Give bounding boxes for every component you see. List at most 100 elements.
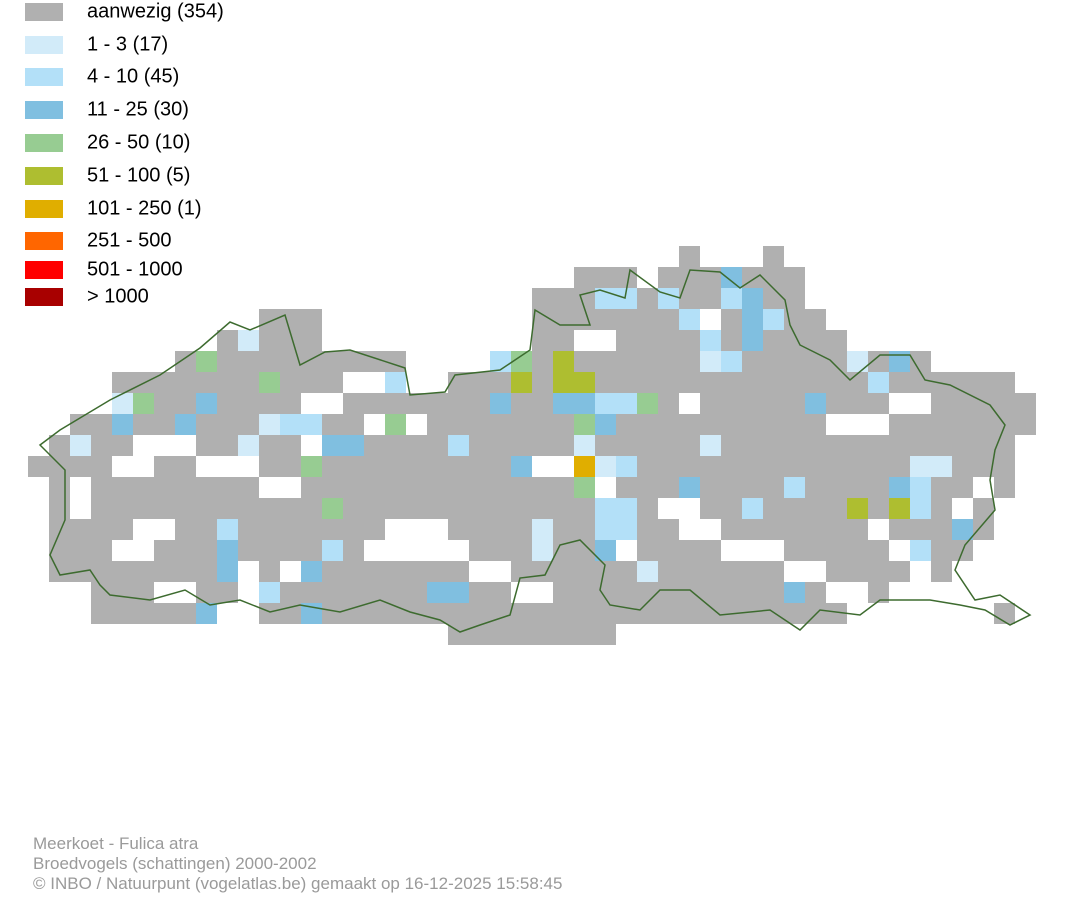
grid-cell <box>259 519 280 540</box>
grid-cell <box>301 582 322 603</box>
grid-cell <box>574 498 595 519</box>
grid-cell <box>826 477 847 498</box>
grid-cell-count <box>910 456 931 477</box>
grid-cell <box>847 540 868 561</box>
grid-cell <box>280 519 301 540</box>
grid-cell <box>490 456 511 477</box>
grid-cell <box>574 519 595 540</box>
grid-cell <box>574 624 595 645</box>
grid-cell <box>448 477 469 498</box>
grid-cell <box>616 561 637 582</box>
legend-label: > 1000 <box>87 285 149 307</box>
grid-cell <box>931 498 952 519</box>
grid-cell-count <box>910 498 931 519</box>
grid-cell-count <box>616 456 637 477</box>
grid-cell-count <box>259 414 280 435</box>
grid-cell <box>1015 393 1036 414</box>
grid-cell <box>637 288 658 309</box>
grid-cell <box>385 498 406 519</box>
grid-cell <box>868 351 889 372</box>
grid-cell <box>238 372 259 393</box>
grid-cell <box>721 561 742 582</box>
grid-cell-count <box>112 414 133 435</box>
grid-cell <box>196 561 217 582</box>
grid-cell <box>910 351 931 372</box>
grid-cell <box>574 540 595 561</box>
grid-cell <box>70 456 91 477</box>
legend-swatch <box>25 3 63 21</box>
grid-cell-count <box>721 351 742 372</box>
grid-cell-count <box>763 309 784 330</box>
grid-cell <box>553 288 574 309</box>
grid-cell <box>784 456 805 477</box>
grid-cell <box>49 561 70 582</box>
grid-cell <box>490 519 511 540</box>
grid-cell-count <box>616 519 637 540</box>
grid-cell <box>784 288 805 309</box>
grid-cell <box>616 267 637 288</box>
grid-cell <box>805 309 826 330</box>
grid-cell <box>763 288 784 309</box>
grid-cell <box>133 603 154 624</box>
grid-cell <box>70 540 91 561</box>
grid-cell <box>532 330 553 351</box>
grid-cell <box>196 414 217 435</box>
grid-cell <box>175 456 196 477</box>
grid-cell <box>616 582 637 603</box>
grid-cell <box>889 519 910 540</box>
grid-cell <box>196 372 217 393</box>
grid-cell <box>679 435 700 456</box>
grid-cell-count <box>448 435 469 456</box>
grid-cell-count <box>553 351 574 372</box>
grid-cell <box>658 477 679 498</box>
grid-cell <box>679 582 700 603</box>
grid-cell <box>847 561 868 582</box>
grid-cell-count <box>490 393 511 414</box>
grid-cell <box>91 561 112 582</box>
grid-cell <box>763 456 784 477</box>
grid-cell <box>763 561 784 582</box>
grid-cell <box>910 372 931 393</box>
grid-cell <box>679 372 700 393</box>
grid-cell-count <box>679 477 700 498</box>
grid-cell <box>931 519 952 540</box>
grid-cell <box>469 414 490 435</box>
grid-cell <box>91 414 112 435</box>
grid-cell <box>595 603 616 624</box>
grid-cell <box>847 372 868 393</box>
grid-cell-count <box>616 498 637 519</box>
grid-cell <box>637 582 658 603</box>
grid-cell <box>364 519 385 540</box>
grid-cell <box>91 540 112 561</box>
grid-cell <box>763 477 784 498</box>
grid-cell-count <box>532 519 553 540</box>
grid-cell <box>952 456 973 477</box>
grid-cell <box>973 414 994 435</box>
grid-cell <box>238 351 259 372</box>
grid-cell <box>427 561 448 582</box>
grid-cell <box>175 372 196 393</box>
grid-cell <box>322 561 343 582</box>
grid-cell <box>574 603 595 624</box>
grid-cell <box>616 330 637 351</box>
grid-cell-count <box>742 330 763 351</box>
grid-cell <box>112 498 133 519</box>
grid-cell <box>868 561 889 582</box>
grid-cell <box>973 393 994 414</box>
grid-cell <box>721 477 742 498</box>
grid-cell-count <box>721 288 742 309</box>
grid-cell <box>490 435 511 456</box>
grid-cell <box>637 372 658 393</box>
grid-cell-count <box>721 267 742 288</box>
grid-cell <box>217 498 238 519</box>
grid-cell <box>217 582 238 603</box>
grid-cell <box>259 540 280 561</box>
grid-cell <box>553 309 574 330</box>
grid-cell <box>700 477 721 498</box>
legend: aanwezig (354) 1 - 3 (17) 4 - 10 (45) 11 - … <box>25 0 224 307</box>
grid-cell <box>385 561 406 582</box>
grid-cell <box>700 372 721 393</box>
grid-cell <box>91 477 112 498</box>
legend-swatch <box>25 167 63 185</box>
